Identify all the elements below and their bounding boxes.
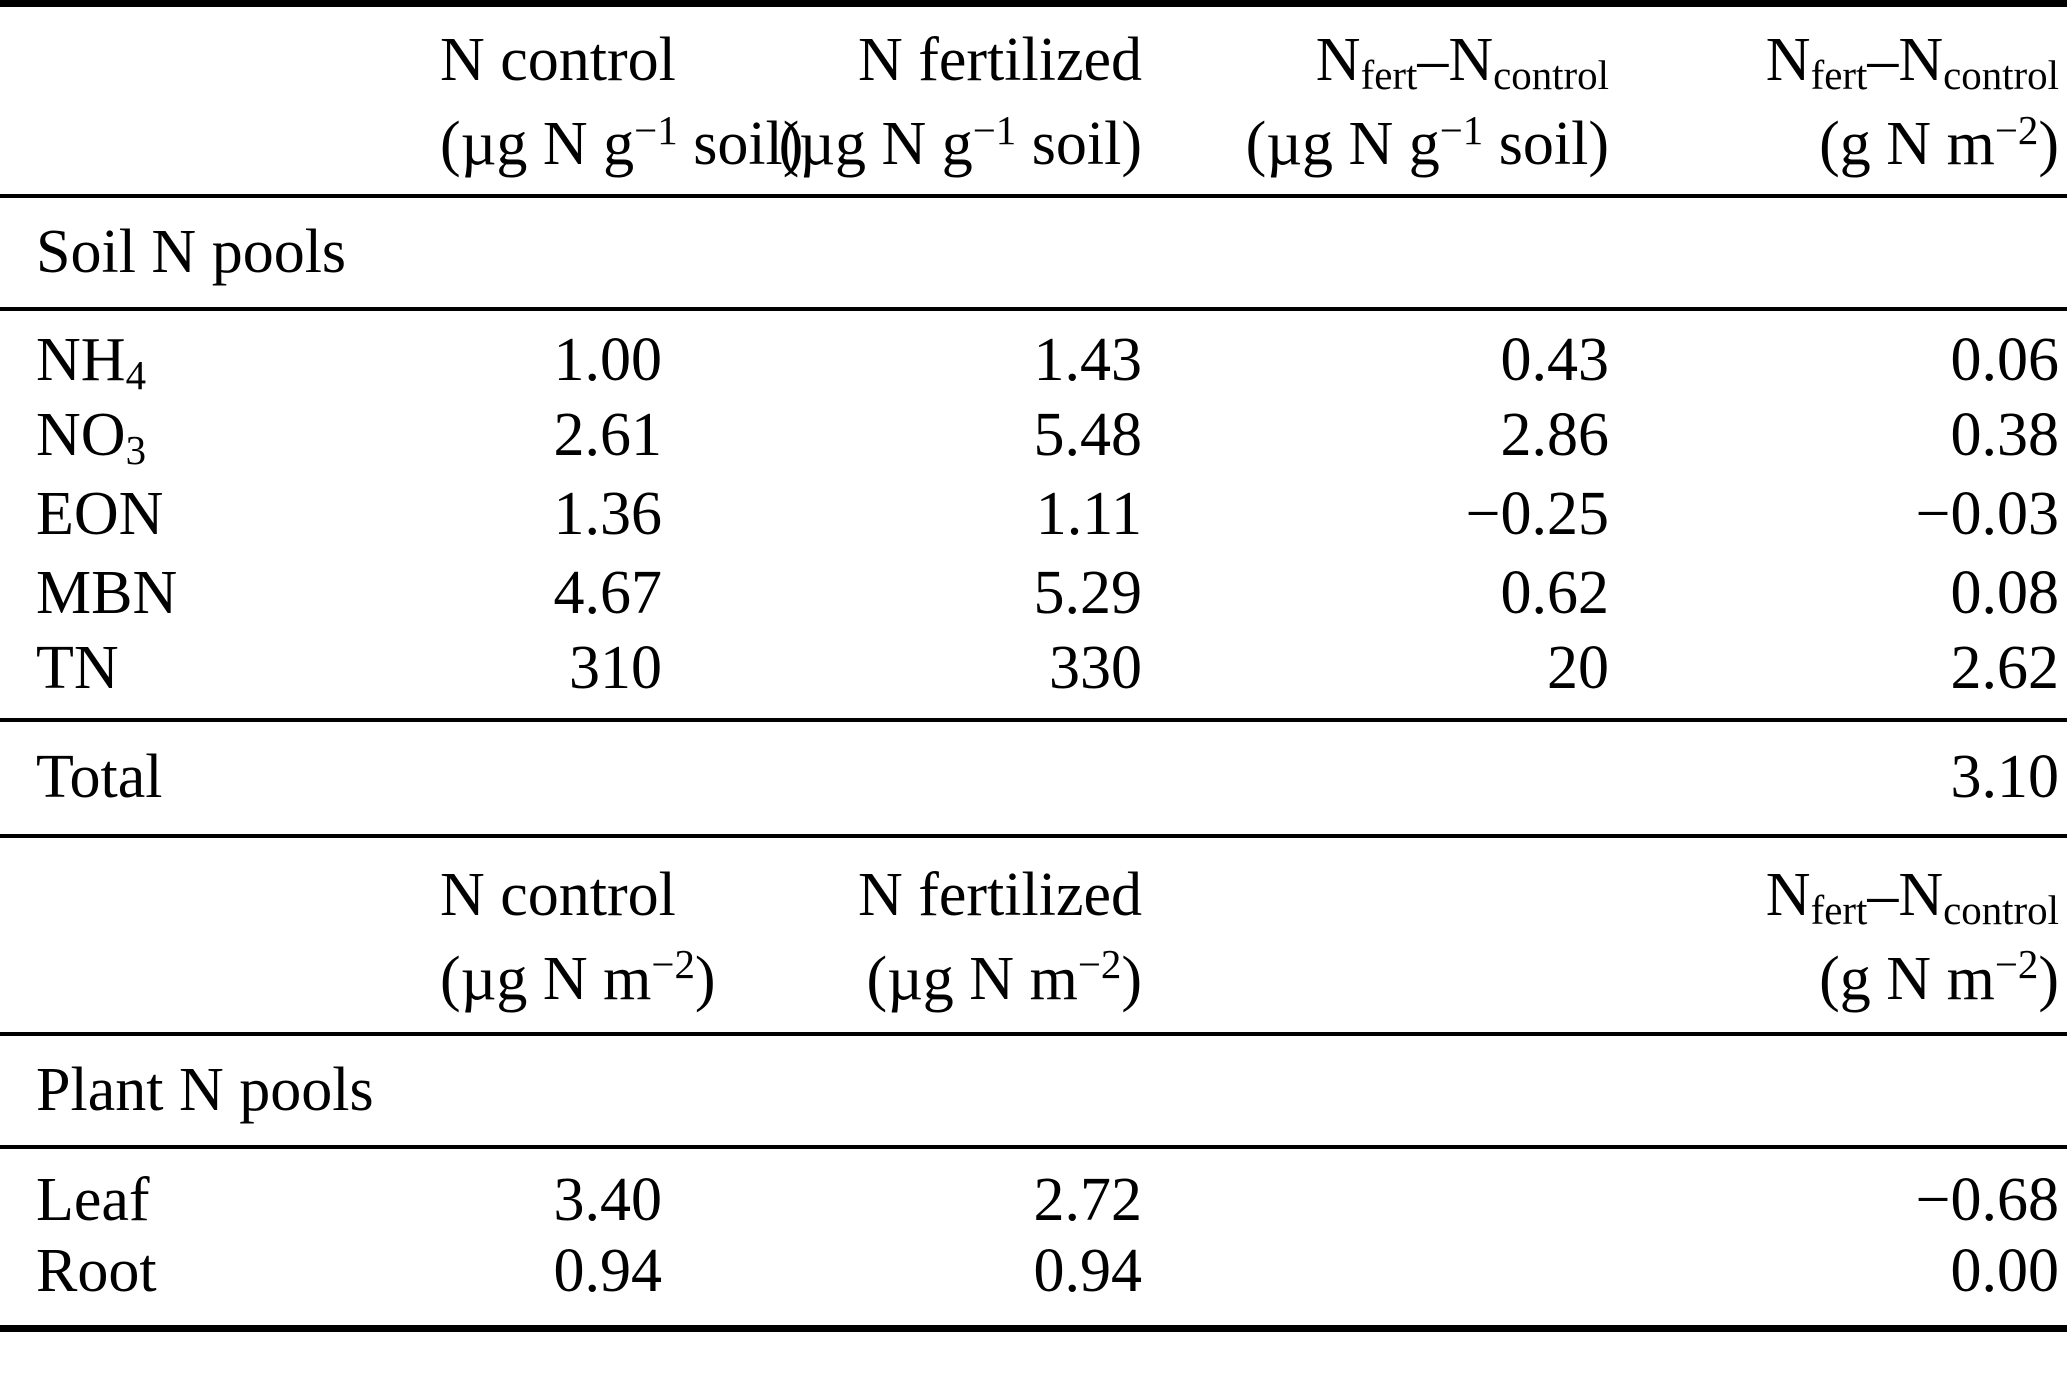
cell-n-fertilized: 5.48 bbox=[1033, 400, 1143, 469]
cell-diff-ug: 20 bbox=[1547, 633, 1609, 702]
row-label: TN bbox=[36, 633, 119, 702]
table-row-nh4: NH4 1.00 1.43 0.43 0.06 bbox=[0, 309, 2067, 396]
section-label: Soil N pools bbox=[36, 217, 347, 286]
col-title: Nfert–Ncontrol bbox=[1765, 860, 2059, 933]
cell-diff-g: −0.68 bbox=[1915, 1165, 2059, 1234]
cell-diff-g: 0.00 bbox=[1950, 1236, 2060, 1305]
cell-n-control: 4.67 bbox=[553, 558, 663, 627]
cell-empty bbox=[440, 720, 670, 836]
col-header-n-control-soil: N control (µg N g−1 soil) bbox=[440, 4, 804, 196]
col-unit: (µg N m−2) bbox=[866, 942, 1142, 1013]
col-header-n-fertilized-soil: N fertilized (µg N g−1 soil) bbox=[670, 4, 1150, 196]
cell-n-fertilized: 0.94 bbox=[1033, 1236, 1143, 1305]
col-title: N control bbox=[440, 26, 676, 95]
table-row-tn: TN 310 330 20 2.62 bbox=[0, 633, 2067, 720]
cell-diff-g: 0.38 bbox=[1950, 400, 2060, 469]
table-row-eon: EON 1.36 1.11 −0.25 −0.03 bbox=[0, 475, 2067, 554]
cell-diff-g: 2.62 bbox=[1950, 633, 2060, 702]
row-label: Root bbox=[36, 1236, 157, 1305]
col-unit: (g N m−2) bbox=[1819, 942, 2059, 1013]
col-unit: (µg N g−1 soil) bbox=[1245, 107, 1609, 179]
cell-diff-ug: 0.43 bbox=[1500, 325, 1610, 394]
col-title: Nfert–Ncontrol bbox=[1315, 26, 1609, 99]
cell-diff-g: 0.06 bbox=[1950, 325, 2060, 394]
section-row: Plant N pools bbox=[0, 1034, 2067, 1147]
col-header-empty bbox=[0, 4, 440, 196]
cell-diff-ug: 2.86 bbox=[1500, 400, 1610, 469]
col-header-empty bbox=[0, 836, 440, 1034]
cell-n-fertilized: 1.43 bbox=[1033, 325, 1143, 394]
cell-n-control: 2.61 bbox=[553, 400, 663, 469]
table-row-mbn: MBN 4.67 5.29 0.62 0.08 bbox=[0, 554, 2067, 633]
col-title: N control bbox=[440, 860, 676, 929]
table-row-no3: NO3 2.61 5.48 2.86 0.38 bbox=[0, 396, 2067, 475]
soil-header-row: N control (µg N g−1 soil) N fertilized (… bbox=[0, 4, 2067, 196]
row-label: NH4 bbox=[36, 325, 147, 398]
cell-diff-ug: −0.25 bbox=[1465, 479, 1609, 548]
col-unit: (µg N g−1 soil) bbox=[778, 107, 1142, 179]
col-header-empty bbox=[1150, 836, 1617, 1034]
cell-n-fertilized: 5.29 bbox=[1033, 558, 1143, 627]
total-section: Total 3.10 bbox=[0, 720, 2067, 836]
cell-n-fertilized: 1.11 bbox=[1035, 479, 1142, 548]
cell-n-control: 1.00 bbox=[553, 325, 663, 394]
plant-header-row: N control (µg N m−2) N fertilized (µg N … bbox=[0, 836, 2067, 1034]
soil-data: NH4 1.00 1.43 0.43 0.06 NO3 2.61 5.48 2.… bbox=[0, 309, 2067, 720]
total-value: 3.10 bbox=[1950, 743, 2060, 811]
total-label: Total bbox=[36, 743, 163, 811]
section-plant-n-pools: Plant N pools bbox=[0, 1033, 2067, 1147]
col-title: N fertilized bbox=[857, 860, 1142, 929]
cell-n-control: 1.36 bbox=[553, 479, 663, 548]
cell-empty bbox=[670, 720, 1150, 836]
cell-empty bbox=[1150, 720, 1617, 836]
n-pools-table: N control (µg N g−1 soil) N fertilized (… bbox=[0, 0, 2067, 1332]
cell-empty bbox=[1150, 1147, 1617, 1236]
total-row: Total 3.10 bbox=[0, 720, 2067, 836]
col-title: N fertilized bbox=[857, 26, 1142, 95]
cell-diff-g: −0.03 bbox=[1915, 479, 2059, 548]
col-unit: (µg N g−1 soil) bbox=[440, 107, 804, 179]
cell-n-control: 3.40 bbox=[553, 1165, 663, 1234]
cell-empty bbox=[1150, 1236, 1617, 1329]
row-label: MBN bbox=[36, 558, 178, 627]
cell-diff-ug: 0.62 bbox=[1500, 558, 1610, 627]
row-label: EON bbox=[36, 479, 164, 548]
table-row-leaf: Leaf 3.40 2.72 −0.68 bbox=[0, 1147, 2067, 1236]
cell-diff-g: 0.08 bbox=[1950, 558, 2060, 627]
cell-n-fertilized: 330 bbox=[1049, 633, 1142, 702]
cell-n-control: 0.94 bbox=[553, 1236, 663, 1305]
plant-data: Leaf 3.40 2.72 −0.68 Root 0.94 0.94 0.00 bbox=[0, 1147, 2067, 1329]
row-label: NO3 bbox=[36, 400, 147, 473]
cell-n-control: 310 bbox=[569, 633, 662, 702]
col-header-n-control-plant: N control (µg N m−2) bbox=[440, 836, 716, 1034]
row-label: Leaf bbox=[36, 1165, 150, 1234]
section-soil-n-pools: Soil N pools bbox=[0, 195, 2067, 309]
col-header-nfert-minus-ncontrol-g: Nfert–Ncontrol (g N m−2) bbox=[1617, 4, 2067, 196]
col-unit: (µg N m−2) bbox=[440, 942, 716, 1013]
plant-header: N control (µg N m−2) N fertilized (µg N … bbox=[0, 836, 2067, 1034]
section-row: Soil N pools bbox=[0, 196, 2067, 309]
col-header-nfert-minus-ncontrol-ug: Nfert–Ncontrol (µg N g−1 soil) bbox=[1150, 4, 1617, 196]
cell-n-fertilized: 2.72 bbox=[1033, 1165, 1143, 1234]
table-row-root: Root 0.94 0.94 0.00 bbox=[0, 1236, 2067, 1329]
col-header-nfert-minus-ncontrol-plant: Nfert–Ncontrol (g N m−2) bbox=[1617, 836, 2067, 1034]
section-label: Plant N pools bbox=[36, 1055, 374, 1124]
soil-header: N control (µg N g−1 soil) N fertilized (… bbox=[0, 4, 2067, 196]
col-header-n-fertilized-plant: N fertilized (µg N m−2) bbox=[670, 836, 1150, 1034]
col-unit: (g N m−2) bbox=[1819, 107, 2059, 179]
col-title: Nfert–Ncontrol bbox=[1765, 26, 2059, 99]
